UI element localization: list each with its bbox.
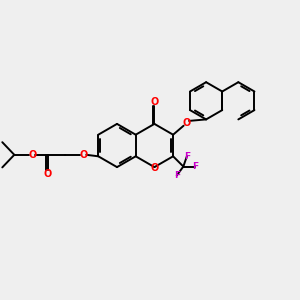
Text: O: O <box>150 163 158 173</box>
Text: F: F <box>174 171 180 180</box>
Text: F: F <box>184 152 190 160</box>
Text: O: O <box>28 150 36 160</box>
Text: O: O <box>150 97 158 107</box>
Text: O: O <box>44 169 52 179</box>
Text: O: O <box>182 118 191 128</box>
Text: F: F <box>192 162 198 171</box>
Text: O: O <box>79 150 87 160</box>
